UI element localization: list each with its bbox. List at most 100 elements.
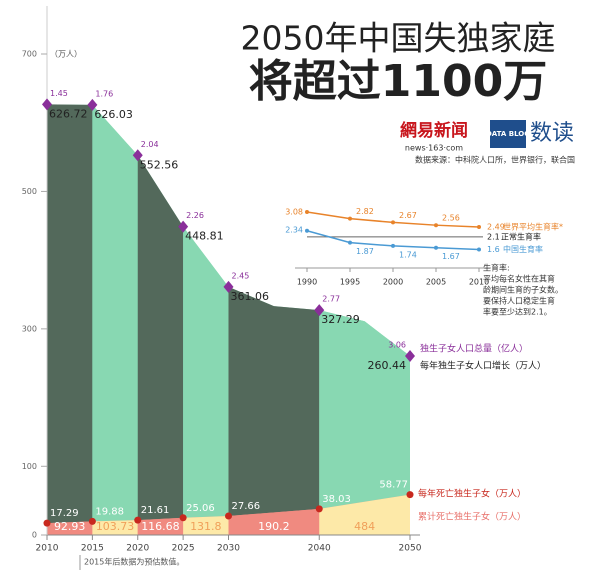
growth-label: 448.81 bbox=[185, 230, 224, 243]
note-line: 生育率: bbox=[483, 263, 510, 273]
growth-label: 327.29 bbox=[321, 313, 360, 326]
death-dot bbox=[134, 516, 142, 524]
x-tick-label: 2010 bbox=[36, 544, 59, 554]
inset-point bbox=[348, 216, 352, 221]
inset-x-tick-label: 1990 bbox=[297, 278, 317, 287]
legend-total: 独生子女人口总量（亿人） bbox=[420, 343, 528, 355]
y-tick-label: 300 bbox=[22, 324, 37, 333]
cumulative-label: 92.93 bbox=[54, 520, 86, 533]
x-tick-label: 2025 bbox=[172, 544, 195, 554]
y-tick-label: 500 bbox=[22, 187, 37, 196]
inset-value-label: 1.6 bbox=[487, 245, 500, 254]
legend-growth: 每年独生子女人口增长（万人） bbox=[420, 360, 546, 372]
total-label: 2.26 bbox=[186, 211, 204, 220]
x-tick-label: 2020 bbox=[126, 544, 149, 554]
title-line2: 将超过1100万 bbox=[249, 56, 547, 107]
total-label: 2.77 bbox=[322, 295, 340, 304]
inset-point bbox=[391, 243, 395, 248]
growth-label: 626.03 bbox=[94, 108, 133, 121]
death-dot bbox=[179, 514, 187, 522]
growth-band bbox=[319, 104, 410, 535]
total-marker bbox=[42, 98, 52, 111]
inset-point bbox=[348, 240, 352, 245]
note-line: 平均每名女性在其育 bbox=[483, 274, 555, 284]
footnote: 2015年后数据为预估数值。 bbox=[84, 557, 184, 567]
cumulative-label: 103.73 bbox=[96, 520, 135, 533]
legend-death: 每年死亡独生子女（万人） bbox=[418, 488, 526, 500]
cumulative-label: 116.68 bbox=[141, 520, 180, 533]
legend-cumulative: 累计死亡独生子女（万人） bbox=[418, 511, 526, 523]
note-line: 龄期间生育的子女数。 bbox=[483, 285, 563, 295]
total-marker bbox=[132, 149, 143, 162]
total-label: 1.45 bbox=[50, 89, 68, 98]
y-tick-label: 0 bbox=[32, 531, 37, 540]
cumulative-label: 190.2 bbox=[258, 520, 290, 533]
note-line: 率要至少达到2.1。 bbox=[483, 307, 552, 317]
death-label: 19.88 bbox=[95, 506, 124, 517]
logo-datablog-box bbox=[490, 120, 526, 148]
inset-point bbox=[434, 245, 438, 250]
inset-point bbox=[477, 247, 481, 252]
total-marker bbox=[314, 304, 325, 317]
growth-label: 361.06 bbox=[231, 290, 270, 303]
inset-value-label: 2.49 bbox=[487, 222, 505, 231]
cumulative-label: 131.8 bbox=[190, 520, 222, 533]
inset-point bbox=[434, 223, 438, 228]
death-dot bbox=[225, 512, 232, 520]
inset-value-label: 3.08 bbox=[285, 208, 303, 217]
death-label: 17.29 bbox=[50, 508, 79, 519]
growth-label: 626.72 bbox=[49, 107, 88, 120]
logo-shudu: 数读 bbox=[530, 121, 574, 146]
inset-value-label: 2.34 bbox=[285, 225, 303, 234]
growth-label: 260.44 bbox=[368, 359, 407, 372]
inset-x-tick-label: 2005 bbox=[426, 278, 446, 287]
inset-x-tick-label: 1995 bbox=[340, 278, 360, 287]
inset-value-label: 2.67 bbox=[399, 211, 417, 220]
inset-value-label: 1.87 bbox=[356, 247, 374, 256]
inset-series-name: 世界平均生育率* bbox=[503, 221, 563, 231]
death-dot bbox=[88, 517, 96, 525]
y-tick-label: 100 bbox=[22, 462, 37, 471]
inset-x-tick-label: 2010 bbox=[469, 278, 489, 287]
total-label: 2.45 bbox=[232, 271, 250, 280]
growth-band bbox=[92, 104, 138, 535]
growth-band bbox=[137, 104, 184, 535]
title-line1: 2050年中国失独家庭 bbox=[241, 19, 556, 58]
inset-value-label: 2.56 bbox=[442, 214, 460, 223]
logo-box bbox=[392, 120, 476, 142]
reference-value: 2.1 bbox=[487, 232, 500, 241]
death-dot bbox=[43, 519, 51, 527]
y-unit: （万人） bbox=[50, 50, 82, 59]
reference-name: 正常生育率 bbox=[501, 231, 541, 241]
x-tick-label: 2015 bbox=[81, 544, 104, 554]
death-label: 27.66 bbox=[232, 501, 261, 512]
note-line: 要保持人口稳定生育 bbox=[483, 296, 555, 306]
y-tick-label: 700 bbox=[22, 50, 37, 59]
logo-netease: 網易新闻 bbox=[400, 120, 468, 141]
source: 数据来源：中科院人口所，世界银行，联合国 bbox=[415, 155, 575, 165]
death-dot bbox=[315, 505, 323, 513]
x-tick-label: 2050 bbox=[399, 544, 422, 554]
logo-datablog: DATA BLOG bbox=[486, 130, 530, 138]
total-marker bbox=[87, 98, 98, 111]
inset-point bbox=[391, 220, 395, 225]
inset-value-label: 1.67 bbox=[442, 252, 460, 261]
death-label: 38.03 bbox=[322, 494, 351, 505]
growth-label: 552.56 bbox=[140, 158, 179, 171]
x-tick-label: 2040 bbox=[308, 544, 331, 554]
inset-point bbox=[305, 228, 309, 233]
inset-point bbox=[477, 224, 481, 229]
growth-band bbox=[183, 104, 229, 535]
growth-band bbox=[47, 104, 93, 535]
total-label: 2.04 bbox=[141, 140, 159, 149]
death-dot bbox=[406, 491, 414, 499]
inset-point bbox=[305, 210, 309, 215]
inset-x-tick-label: 2000 bbox=[383, 278, 403, 287]
death-label: 21.61 bbox=[141, 505, 170, 516]
inset-series-name: 中国生育率 bbox=[503, 244, 543, 254]
death-label: 25.06 bbox=[186, 503, 215, 514]
inset-value-label: 1.74 bbox=[399, 250, 417, 259]
logo-site: news·163·com bbox=[405, 144, 463, 153]
death-label: 58.77 bbox=[379, 480, 408, 491]
